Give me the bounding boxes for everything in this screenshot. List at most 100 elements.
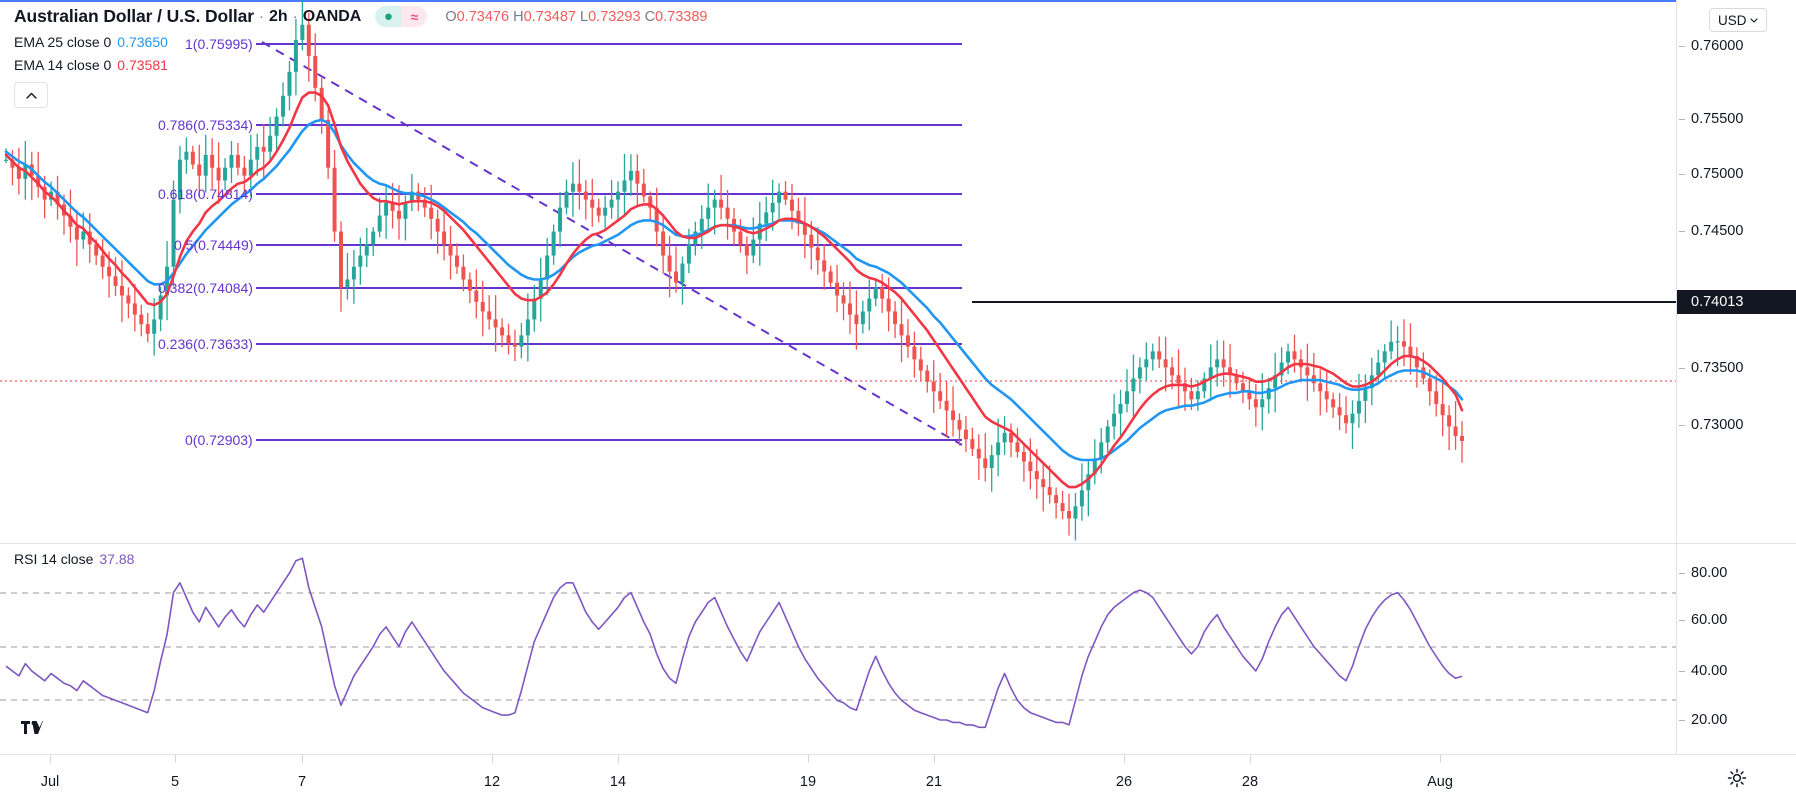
candle-body — [963, 429, 968, 440]
candle-body — [744, 244, 749, 256]
time-tick-mark — [1124, 755, 1125, 763]
indicator-ema25-value: 0.73650 — [117, 34, 168, 50]
time-tick-mark — [302, 755, 303, 763]
candle-body — [564, 191, 569, 208]
exchange-label[interactable]: OANDA — [302, 7, 362, 25]
candle-body — [429, 207, 434, 219]
candle-body — [1247, 391, 1252, 400]
ema14-line — [4, 91, 1464, 489]
candle-body — [132, 303, 137, 315]
price-axis[interactable]: USD 0.76000 0.75500 0.75000 0.74500 0.73500 0… — [1677, 0, 1796, 755]
price-pane[interactable] — [0, 0, 1676, 543]
candle-body — [351, 266, 356, 280]
price-tick-mark — [1679, 425, 1685, 426]
time-axis-divider — [0, 754, 1796, 755]
candle-body — [1228, 367, 1233, 376]
indicator-ema25[interactable]: EMA 25 close 0 0.73650 — [14, 34, 707, 50]
currency-selector[interactable]: USD — [1709, 8, 1767, 32]
time-tick-mark — [618, 755, 619, 763]
candle-body — [1060, 503, 1065, 512]
candle-body — [777, 191, 782, 203]
candle-body — [1363, 388, 1368, 401]
candle-body — [1034, 471, 1039, 480]
candle-body — [506, 335, 511, 344]
candle-body — [1002, 432, 1007, 443]
candle-body — [616, 191, 621, 200]
time-tick-label: 19 — [799, 774, 817, 790]
candle-body — [796, 210, 801, 224]
symbol-title[interactable]: Australian Dollar / U.S. Dollar — [14, 6, 255, 26]
fib-label-1[interactable]: 1(0.75995) — [185, 36, 253, 52]
candle-body — [976, 448, 981, 459]
candle-body — [4, 159, 8, 161]
indicator-ema14[interactable]: EMA 14 close 0 0.73581 — [14, 57, 707, 73]
candle-body — [422, 199, 427, 208]
candle-body — [1124, 391, 1129, 405]
fib-label-0[interactable]: 0(0.72903) — [185, 432, 253, 448]
time-tick-label: 21 — [925, 774, 943, 790]
candle-body — [538, 279, 543, 299]
candle-body — [345, 279, 350, 288]
candle-body — [145, 324, 150, 334]
candle-body — [1189, 391, 1194, 400]
rsi-pane[interactable] — [0, 546, 1676, 755]
candle-body — [1234, 375, 1239, 384]
candle-body — [1447, 415, 1452, 427]
fib-label-0-5[interactable]: 0.5(0.74449) — [174, 237, 254, 253]
candle-body — [1382, 351, 1387, 363]
time-axis[interactable]: Jul 5 7 12 14 19 21 26 28 Aug — [0, 755, 1676, 807]
chevron-down-icon — [1749, 17, 1758, 23]
candle-body — [860, 311, 865, 325]
candle-body — [242, 167, 247, 176]
fib-label-0-786[interactable]: 0.786(0.75334) — [158, 117, 253, 133]
candle-body — [583, 191, 588, 200]
candle-body — [519, 335, 524, 347]
fib-label-0-236[interactable]: 0.236(0.73633) — [158, 336, 253, 352]
candle-body — [55, 191, 60, 205]
candle-body — [686, 244, 691, 264]
candle-body — [1389, 341, 1394, 352]
rsi-chart-canvas — [0, 557, 1676, 729]
fib-label-0-382[interactable]: 0.382(0.74084) — [158, 280, 253, 296]
time-tick-label: 28 — [1241, 774, 1259, 790]
candle-body — [1260, 399, 1265, 408]
fib-label-0-618[interactable]: 0.618(0.74814) — [158, 186, 253, 202]
time-tick-label: 5 — [170, 774, 180, 790]
candle-body — [1202, 378, 1207, 392]
candle-body — [1086, 474, 1091, 491]
candle-body — [925, 370, 930, 382]
price-tick-mark — [1679, 231, 1685, 232]
candle-body — [229, 154, 234, 168]
high-key: H — [513, 8, 524, 25]
gear-icon[interactable] — [1727, 768, 1747, 788]
tradingview-logo[interactable] — [14, 710, 50, 746]
candle-body — [1021, 451, 1026, 462]
interval-label[interactable]: 2h — [269, 7, 288, 25]
candle-body — [847, 303, 852, 315]
price-tick-label: 0.74500 — [1691, 223, 1744, 239]
current-price-badge: 0.74013 — [1677, 290, 1796, 314]
indicator-rsi[interactable]: RSI 14 close 37.88 — [14, 551, 134, 567]
chevron-up-icon[interactable] — [14, 82, 48, 108]
candle-body — [1318, 383, 1323, 392]
candle-body — [957, 420, 962, 430]
candle-body — [1324, 391, 1329, 400]
candle-body — [1337, 407, 1342, 416]
candle-body — [893, 311, 898, 325]
ohlc-values: O0.73476 H0.73487 L0.73293 C0.73389 — [445, 9, 707, 25]
candle-body — [764, 212, 769, 224]
candle-body — [596, 207, 601, 216]
candle-body — [435, 218, 440, 232]
candle-body — [371, 231, 376, 245]
candle-body — [293, 39, 298, 72]
candle-body — [339, 231, 344, 288]
candle-body — [461, 266, 466, 280]
candle-body — [570, 183, 575, 192]
candle-body — [319, 87, 324, 120]
candle-body — [287, 71, 292, 96]
candle-body — [68, 215, 73, 227]
candle-body — [609, 199, 614, 208]
candle-body — [81, 231, 86, 240]
candle-body — [248, 159, 253, 176]
